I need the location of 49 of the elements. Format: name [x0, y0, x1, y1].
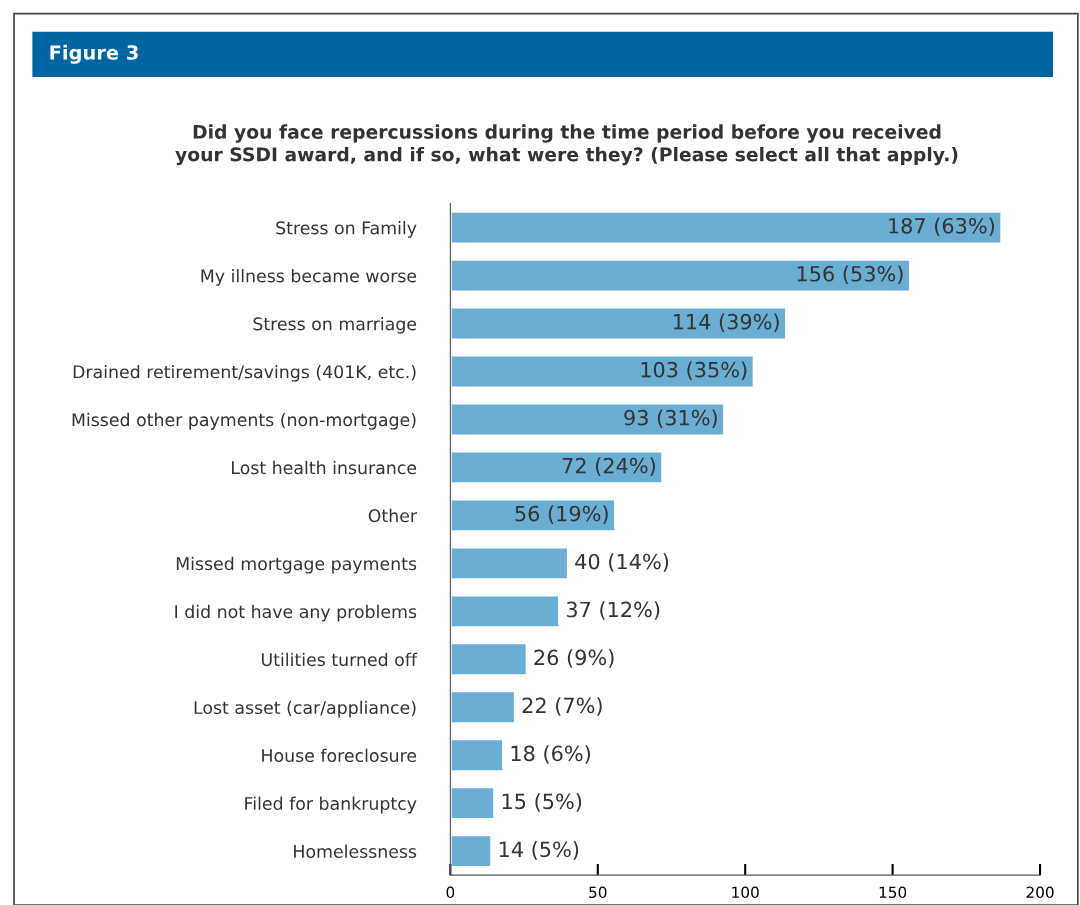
x-tick-label: 50: [589, 886, 607, 899]
y-tick-label: Missed other payments (non-mortgage): [72, 412, 416, 430]
bar: [450, 545, 570, 582]
y-tick-label: My illness became worse: [201, 268, 417, 286]
bar: [450, 353, 756, 390]
data-label: 37 (12%): [566, 601, 660, 620]
data-label: 15 (5%): [502, 793, 582, 812]
data-label: 40 (14%): [575, 553, 669, 572]
data-label: 18 (6%): [511, 745, 590, 764]
bar: [450, 593, 561, 630]
bar: [450, 257, 912, 294]
chart-subtitle: Did you face repercussions during the time period before you received your SSDI award, and if so, what were they? (Please select all that apply.): [175, 124, 958, 166]
x-tick-label: 150: [879, 886, 907, 899]
y-tick-label: Lost health insurance: [232, 460, 417, 475]
text: Figure 3: [50, 44, 138, 64]
y-tick-label: Filed for bankruptcy: [245, 796, 417, 814]
bar: [450, 305, 788, 342]
bar: [450, 785, 496, 821]
data-label: 26 (9%): [534, 649, 614, 668]
x-tick-label: 0: [446, 886, 455, 899]
data-label: 93 (31%): [624, 409, 717, 428]
y-tick-label: Stress on Family: [276, 221, 417, 238]
bar: [450, 833, 494, 869]
y-tick-label: Homelessness: [294, 844, 417, 858]
y-tick-label: Lost asset (car/appliance): [194, 700, 416, 718]
bar: [450, 449, 665, 486]
y-tick-label: I did not have any problems: [175, 604, 417, 622]
bar: [450, 737, 505, 773]
y-tick-label: Stress on marriage: [253, 316, 417, 334]
bar: [450, 497, 617, 534]
bar: [450, 401, 726, 438]
x-tick-label: 200: [1026, 886, 1054, 899]
y-tick-label: Missed mortgage payments: [176, 556, 417, 574]
x-tick-label: 100: [732, 886, 759, 899]
y-tick-label: Utilities turned off: [261, 652, 418, 667]
bar: [450, 641, 529, 677]
bar: [450, 209, 1004, 246]
data-label: 14 (5%): [499, 841, 579, 860]
data-label: 156 (53%): [797, 265, 903, 285]
data-label: 22 (7%): [522, 697, 602, 716]
data-label: 114 (39%): [673, 313, 779, 333]
data-label: 72 (24%): [562, 457, 655, 476]
data-label: 103 (35%): [641, 361, 747, 380]
data-label: 187 (63%): [889, 217, 995, 237]
bar: [450, 689, 517, 725]
y-tick-label: House foreclosure: [262, 748, 417, 763]
y-tick-label: Other: [368, 508, 418, 523]
data-label: 56 (19%): [515, 505, 608, 524]
y-tick-label: Drained retirement/savings (401K, etc.): [73, 364, 416, 382]
